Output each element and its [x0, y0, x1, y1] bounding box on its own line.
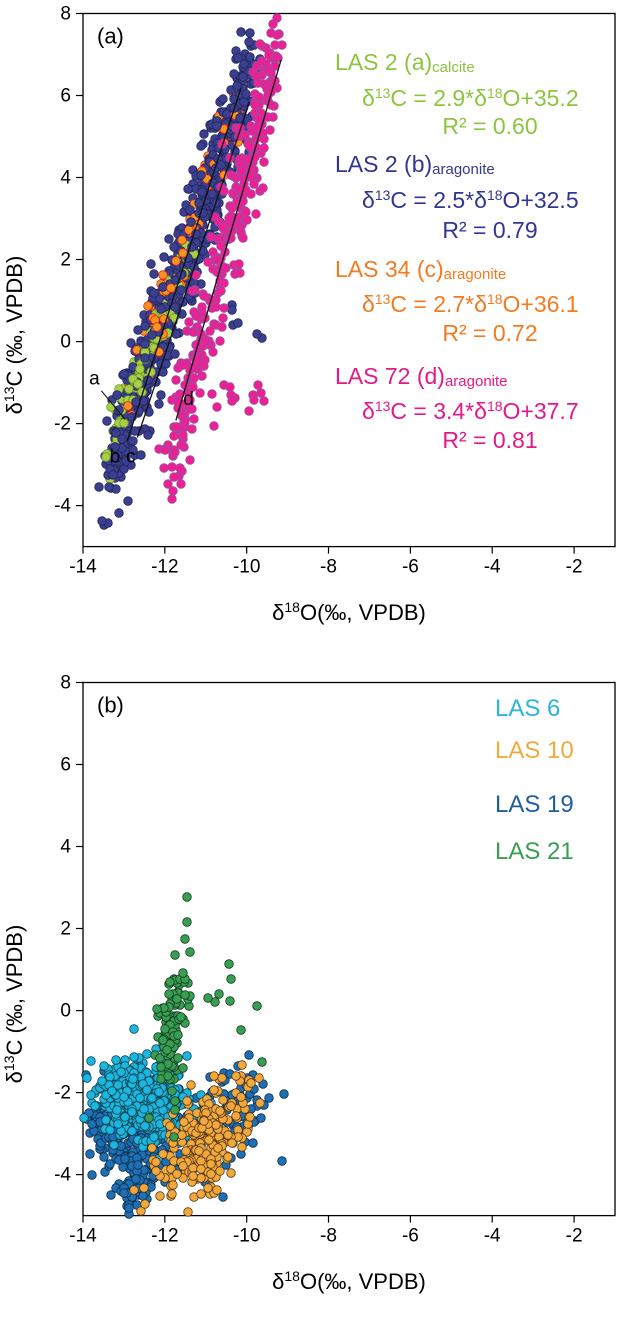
svg-text:R² = 0.60: R² = 0.60 — [442, 113, 537, 139]
svg-text:-4: -4 — [484, 1226, 501, 1247]
svg-text:LAS 6: LAS 6 — [495, 695, 560, 722]
svg-text:c: c — [126, 447, 136, 468]
svg-text:-4: -4 — [54, 496, 71, 517]
svg-text:(a): (a) — [97, 24, 124, 49]
svg-text:R² = 0.79: R² = 0.79 — [442, 217, 537, 243]
svg-text:δ13C (‰, VPDB): δ13C (‰, VPDB) — [1, 256, 27, 415]
svg-text:δ13C = 2.5*δ18O+32.5: δ13C = 2.5*δ18O+32.5 — [362, 187, 579, 213]
svg-text:-12: -12 — [151, 557, 178, 578]
svg-text:4: 4 — [60, 837, 71, 858]
svg-text:R² = 0.72: R² = 0.72 — [442, 320, 537, 346]
svg-text:2: 2 — [60, 919, 71, 940]
svg-text:δ13C (‰, VPDB): δ13C (‰, VPDB) — [1, 925, 27, 1084]
svg-text:-8: -8 — [320, 1226, 337, 1247]
svg-text:-10: -10 — [233, 1226, 260, 1247]
svg-text:LAS 10: LAS 10 — [495, 737, 574, 764]
svg-text:δ13C = 2.7*δ18O+36.1: δ13C = 2.7*δ18O+36.1 — [362, 291, 579, 317]
svg-text:-4: -4 — [54, 1165, 71, 1186]
svg-text:d: d — [183, 389, 194, 410]
svg-text:6: 6 — [60, 755, 71, 776]
svg-text:-10: -10 — [233, 557, 260, 578]
svg-text:LAS 2 (b)aragonite: LAS 2 (b)aragonite — [335, 151, 495, 178]
svg-text:-8: -8 — [320, 557, 337, 578]
svg-text:b: b — [110, 447, 121, 468]
svg-text:R² = 0.81: R² = 0.81 — [442, 427, 537, 453]
svg-text:δ13C = 2.9*δ18O+35.2: δ13C = 2.9*δ18O+35.2 — [362, 85, 579, 111]
svg-text:LAS 19: LAS 19 — [495, 791, 574, 818]
svg-text:-2: -2 — [54, 1083, 71, 1104]
svg-text:2: 2 — [60, 250, 71, 271]
svg-text:6: 6 — [60, 86, 71, 107]
svg-text:LAS 34 (c)aragonite: LAS 34 (c)aragonite — [335, 256, 506, 283]
svg-text:-2: -2 — [54, 414, 71, 435]
svg-text:(b): (b) — [97, 693, 124, 718]
svg-text:-14: -14 — [69, 1226, 97, 1247]
svg-text:0: 0 — [60, 332, 71, 353]
svg-text:8: 8 — [60, 673, 71, 694]
svg-text:-2: -2 — [566, 1226, 583, 1247]
svg-text:0: 0 — [60, 1001, 71, 1022]
svg-text:-4: -4 — [484, 557, 501, 578]
svg-text:δ13C = 3.4*δ18O+37.7: δ13C = 3.4*δ18O+37.7 — [362, 398, 579, 424]
svg-text:-6: -6 — [402, 1226, 419, 1247]
svg-text:-14: -14 — [69, 557, 97, 578]
svg-text:LAS 2 (a)calcite: LAS 2 (a)calcite — [335, 49, 475, 76]
svg-text:-2: -2 — [566, 557, 583, 578]
svg-text:-6: -6 — [402, 557, 419, 578]
svg-text:8: 8 — [60, 4, 71, 25]
svg-text:4: 4 — [60, 168, 71, 189]
svg-text:LAS 72 (d)aragonite: LAS 72 (d)aragonite — [335, 363, 508, 390]
svg-text:a: a — [89, 369, 100, 390]
svg-text:-12: -12 — [151, 1226, 178, 1247]
svg-text:δ18O(‰, VPDB): δ18O(‰, VPDB) — [272, 599, 426, 625]
svg-text:δ18O(‰, VPDB): δ18O(‰, VPDB) — [272, 1268, 426, 1294]
svg-text:LAS 21: LAS 21 — [495, 838, 574, 865]
